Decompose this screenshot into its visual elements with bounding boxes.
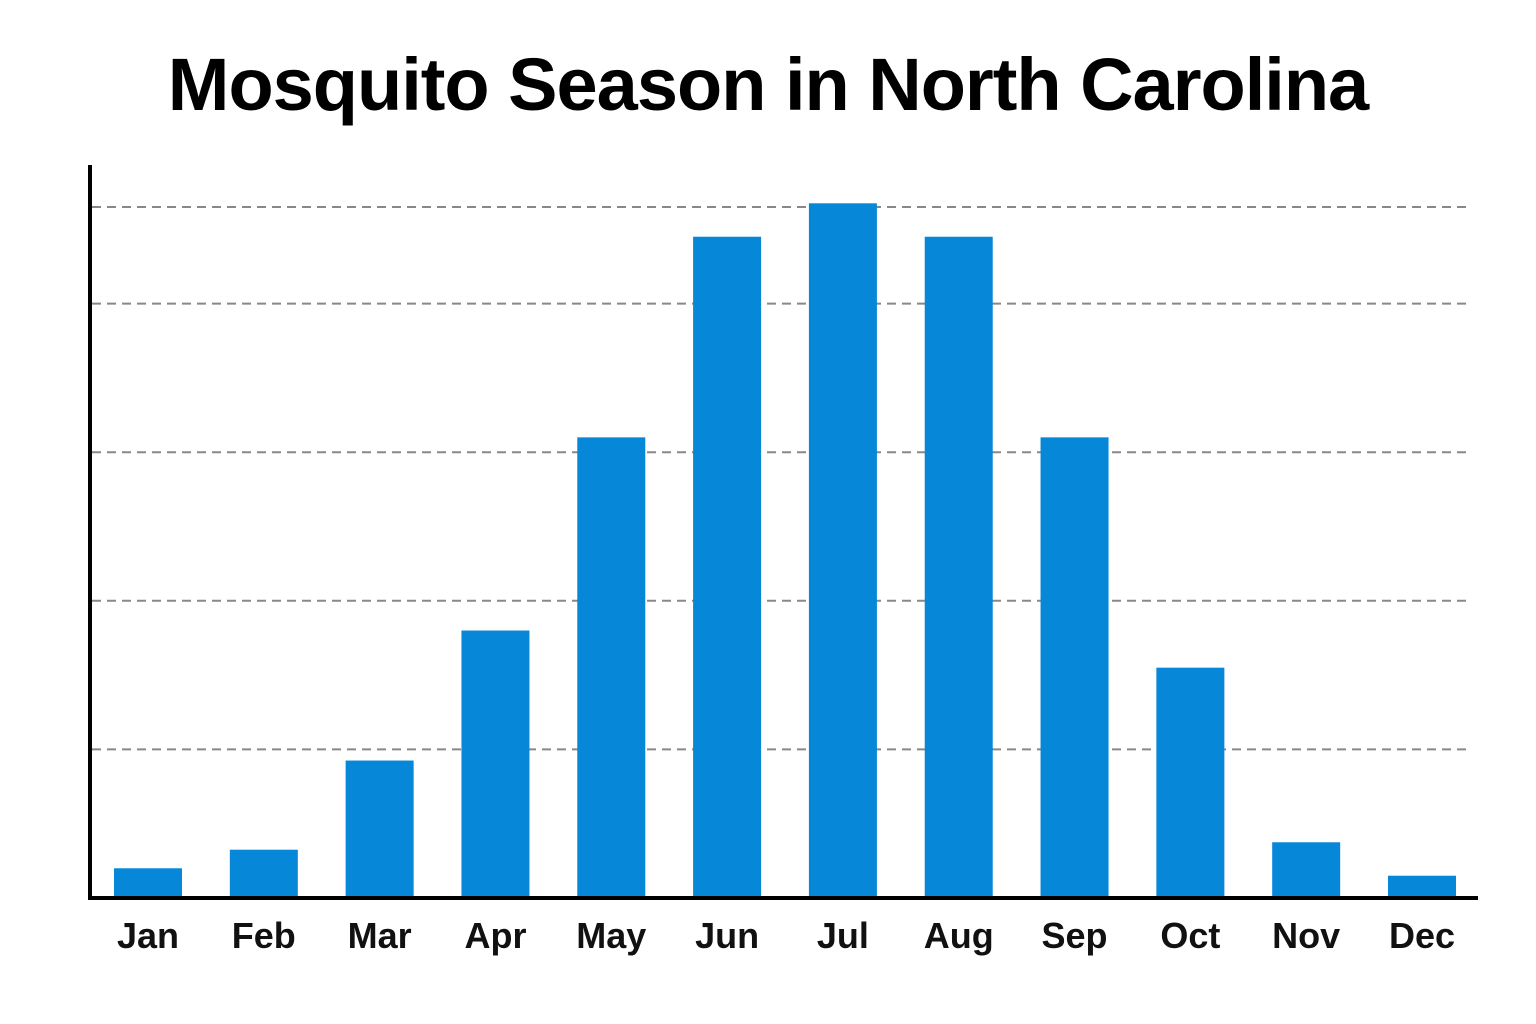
x-tick-label-apr: Apr [464,915,526,956]
bar-sep [1040,437,1109,898]
x-tick-label-jul: Jul [817,915,869,956]
bar-may [577,437,646,898]
x-tick-label-feb: Feb [232,915,296,956]
bar-feb [229,849,298,898]
x-tick-label-may: May [576,915,646,956]
bar-oct [1156,667,1225,898]
bar-nov [1272,842,1341,898]
x-tick-label-mar: Mar [348,915,412,956]
chart-title: Mosquito Season in North Carolina [167,43,1369,126]
x-tick-label-dec: Dec [1389,915,1455,956]
x-tick-label-sep: Sep [1042,915,1108,956]
bar-dec [1388,875,1456,898]
bar-aug [924,236,993,899]
x-tick-label-jun: Jun [695,915,759,956]
bar-jun [693,236,762,899]
gridlines [92,206,1470,751]
bar-jul [808,203,877,899]
x-tick-label-aug: Aug [924,915,994,956]
bars [114,203,1456,899]
x-tick-label-nov: Nov [1272,915,1340,956]
bar-apr [461,630,530,898]
x-tick-label-oct: Oct [1160,915,1220,956]
x-tick-label-jan: Jan [117,915,179,956]
x-tick-labels: Jan Feb Mar Apr May Jun Jul Aug Sep Oct Nov Dec [117,915,1455,956]
bar-jan [114,868,182,898]
bar-mar [345,760,414,898]
